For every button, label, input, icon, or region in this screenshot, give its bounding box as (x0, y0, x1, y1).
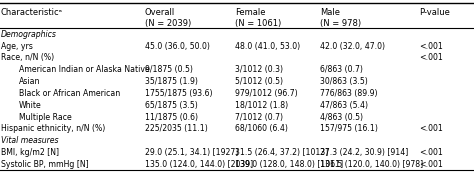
Text: 6/863 (0.7): 6/863 (0.7) (320, 65, 363, 74)
Text: Male: Male (320, 8, 340, 17)
Text: 30/863 (3.5): 30/863 (3.5) (320, 77, 368, 86)
Text: Race, n/N (%): Race, n/N (%) (1, 53, 54, 62)
Text: Age, yrs: Age, yrs (1, 42, 33, 51)
Text: 65/1875 (3.5): 65/1875 (3.5) (145, 101, 197, 110)
Text: Hispanic ethnicity, n/N (%): Hispanic ethnicity, n/N (%) (1, 124, 105, 133)
Text: (N = 1061): (N = 1061) (235, 19, 281, 28)
Text: 45.0 (36.0, 50.0): 45.0 (36.0, 50.0) (145, 42, 210, 51)
Text: 139.0 (128.0, 148.0) [1061]: 139.0 (128.0, 148.0) [1061] (235, 160, 343, 169)
Text: <.001: <.001 (419, 148, 443, 157)
Text: 225/2035 (11.1): 225/2035 (11.1) (145, 124, 207, 133)
Text: (N = 978): (N = 978) (320, 19, 361, 28)
Text: 47/863 (5.4): 47/863 (5.4) (320, 101, 368, 110)
Text: 9/1875 (0.5): 9/1875 (0.5) (145, 65, 192, 74)
Text: Vital measures: Vital measures (1, 136, 58, 145)
Text: 18/1012 (1.8): 18/1012 (1.8) (235, 101, 288, 110)
Text: 29.0 (25.1, 34.1) [1927]: 29.0 (25.1, 34.1) [1927] (145, 148, 238, 157)
Text: White: White (19, 101, 42, 110)
Text: 135.0 (124.0, 144.0) [2039]: 135.0 (124.0, 144.0) [2039] (145, 160, 253, 169)
Text: Characteristicᵃ: Characteristicᵃ (1, 8, 63, 17)
Text: Multiple Race: Multiple Race (19, 112, 72, 122)
Text: Overall: Overall (145, 8, 175, 17)
Text: Systolic BP, mmHg [N]: Systolic BP, mmHg [N] (1, 160, 89, 169)
Text: American Indian or Alaska Native: American Indian or Alaska Native (19, 65, 150, 74)
Text: Asian: Asian (19, 77, 40, 86)
Text: BMI, kg/m2 [N]: BMI, kg/m2 [N] (1, 148, 59, 157)
Text: 11/1875 (0.6): 11/1875 (0.6) (145, 112, 198, 122)
Text: 1755/1875 (93.6): 1755/1875 (93.6) (145, 89, 212, 98)
Text: Black or African American: Black or African American (19, 89, 120, 98)
Text: (N = 2039): (N = 2039) (145, 19, 191, 28)
Text: 979/1012 (96.7): 979/1012 (96.7) (235, 89, 297, 98)
Text: 35/1875 (1.9): 35/1875 (1.9) (145, 77, 198, 86)
Text: 157/975 (16.1): 157/975 (16.1) (320, 124, 378, 133)
Text: Female: Female (235, 8, 265, 17)
Text: 5/1012 (0.5): 5/1012 (0.5) (235, 77, 283, 86)
Text: 31.5 (26.4, 37.2) [1013]: 31.5 (26.4, 37.2) [1013] (235, 148, 328, 157)
Text: 68/1060 (6.4): 68/1060 (6.4) (235, 124, 288, 133)
Text: 776/863 (89.9): 776/863 (89.9) (320, 89, 377, 98)
Text: <.001: <.001 (419, 124, 443, 133)
Text: 7/1012 (0.7): 7/1012 (0.7) (235, 112, 283, 122)
Text: 27.3 (24.2, 30.9) [914]: 27.3 (24.2, 30.9) [914] (320, 148, 408, 157)
Text: 4/863 (0.5): 4/863 (0.5) (320, 112, 363, 122)
Text: 131.5 (120.0, 140.0) [978]: 131.5 (120.0, 140.0) [978] (320, 160, 423, 169)
Text: Demographics: Demographics (1, 30, 57, 39)
Text: <.001: <.001 (419, 42, 443, 51)
Text: <.001: <.001 (419, 160, 443, 169)
Text: P-value: P-value (419, 8, 450, 17)
Text: 42.0 (32.0, 47.0): 42.0 (32.0, 47.0) (320, 42, 385, 51)
Text: 3/1012 (0.3): 3/1012 (0.3) (235, 65, 283, 74)
Text: 48.0 (41.0, 53.0): 48.0 (41.0, 53.0) (235, 42, 300, 51)
Text: <.001: <.001 (419, 53, 443, 62)
